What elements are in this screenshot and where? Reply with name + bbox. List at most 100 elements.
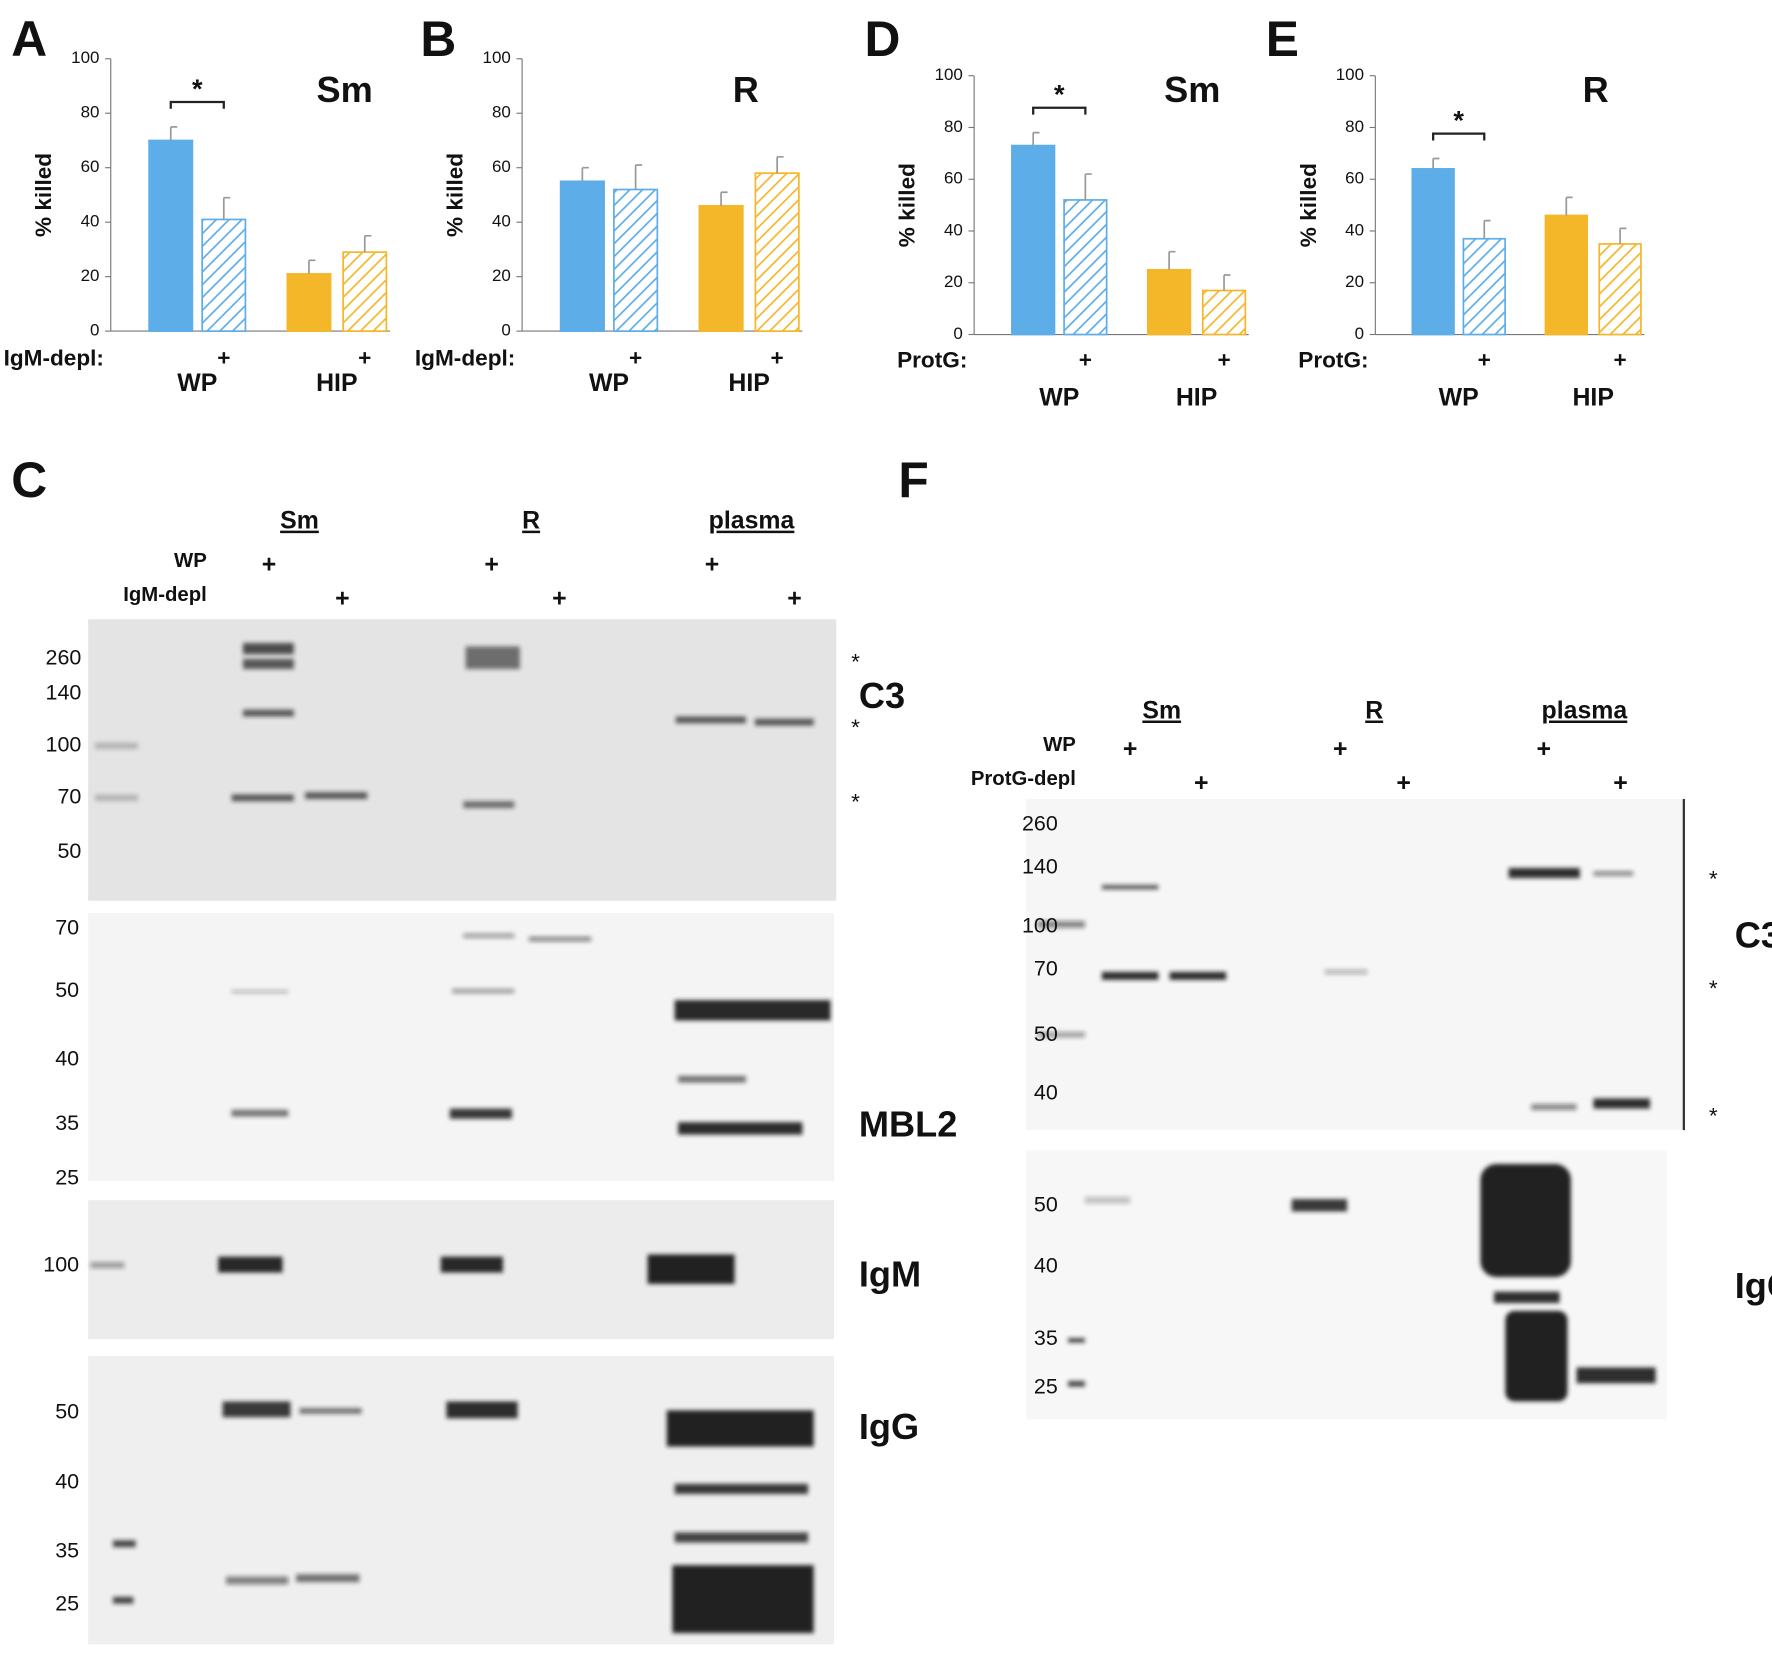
band-star: * [1709,866,1718,891]
membrane [88,913,835,1181]
size-marker: 50 [1034,1192,1058,1216]
y-axis-label: % killed [1296,163,1321,247]
bar-chart: A Sm % killed 0 20 40 60 80 100 + + IgM-depl: WP HIP * [4,11,390,397]
size-marker: 50 [55,1399,79,1423]
y-tick-label: 80 [492,103,511,122]
y-tick-label: 0 [953,324,962,343]
band [1593,1098,1650,1109]
y-tick-label: 60 [944,169,963,188]
size-marker: 70 [55,916,79,940]
band [1593,871,1633,876]
band-star: * [1709,1104,1718,1129]
y-tick-label: 20 [1345,272,1364,291]
chart-title: Sm [317,69,373,110]
significance-bracket [1432,132,1486,141]
y-tick-label: 20 [81,266,100,285]
band [1291,1199,1348,1212]
group-label: WP [589,369,629,397]
band [296,1574,360,1583]
x-tick-label: + [1613,348,1626,373]
error-bar [169,126,178,141]
bar-chart: E R % killed 0 20 40 60 80 100 + + ProtG: WP HIP * [1266,11,1645,411]
membrane-label: C3 [1735,915,1772,956]
band [242,658,294,670]
condition-mark: + [1123,735,1138,763]
band [666,1410,814,1447]
y-tick-label: 20 [492,266,511,285]
error-bar [1619,227,1627,244]
size-marker: 35 [55,1538,79,1562]
band [1505,1310,1568,1402]
size-marker: 50 [55,978,79,1002]
band [463,801,515,809]
size-marker: 25 [55,1591,79,1615]
error-bar [1223,274,1231,291]
membrane-label: IgG [859,1406,919,1447]
error-bar [1483,219,1491,239]
x-tick-label: + [629,345,642,370]
bar [1544,214,1588,336]
y-tick-label: 40 [81,212,100,231]
band [94,794,138,802]
significance-bracket [169,100,225,109]
band [1101,971,1159,980]
band [1067,1380,1085,1387]
lane-group-label: Sm [1142,697,1181,725]
band [1101,884,1159,890]
band [440,1256,503,1273]
treatment-label: IgM-depl: [4,345,104,370]
condition-mark: + [552,585,567,613]
group-label: WP [1039,383,1079,411]
y-axis-label: % killed [443,153,468,237]
size-marker: 100 [43,1252,79,1276]
band [674,1483,809,1494]
chart-title: Sm [1164,69,1220,110]
error-bar [363,234,372,253]
size-marker: 260 [46,646,82,670]
lane-group-label: R [522,507,540,535]
band [1324,969,1368,975]
size-marker: 25 [55,1165,79,1189]
condition-mark: + [335,585,350,613]
band [452,988,515,994]
significance-bracket [1032,106,1087,115]
band [1169,971,1227,980]
y-tick-label: 80 [1345,117,1364,136]
y-tick-label: 40 [492,212,511,231]
y-tick-label: 60 [492,157,511,176]
bar [342,251,388,332]
band [113,1540,136,1548]
membrane-label: IgM [859,1254,921,1295]
y-tick-label: 40 [1345,220,1364,239]
y-tick-label: 80 [944,117,963,136]
band [1067,1338,1085,1343]
y-tick-label: 0 [1355,324,1364,343]
y-tick-label: 80 [81,103,100,122]
band [231,794,294,802]
condition-mark: + [262,551,277,579]
membrane [1026,798,1684,1131]
group-label: HIP [316,369,357,397]
lane-group-label: R [1365,697,1383,725]
band [299,1408,362,1414]
bar-chart: B R % killed 0 20 40 60 80 100 + + IgM-depl: WP HIP [415,11,803,397]
bar [201,218,247,332]
band [674,1532,809,1543]
band [218,1256,283,1273]
error-bar [634,164,643,190]
band [94,742,138,750]
group-label: HIP [1572,383,1613,411]
band [1576,1367,1656,1384]
treatment-label: ProtG: [1298,348,1368,373]
panel-letter: B [420,11,456,67]
band [1084,1196,1131,1204]
band [674,1000,831,1021]
membrane-label: C3 [859,675,905,716]
lane-group-label: plasma [709,507,795,535]
band [528,936,592,942]
size-marker: 140 [46,681,82,705]
condition-mark: + [1613,769,1628,797]
